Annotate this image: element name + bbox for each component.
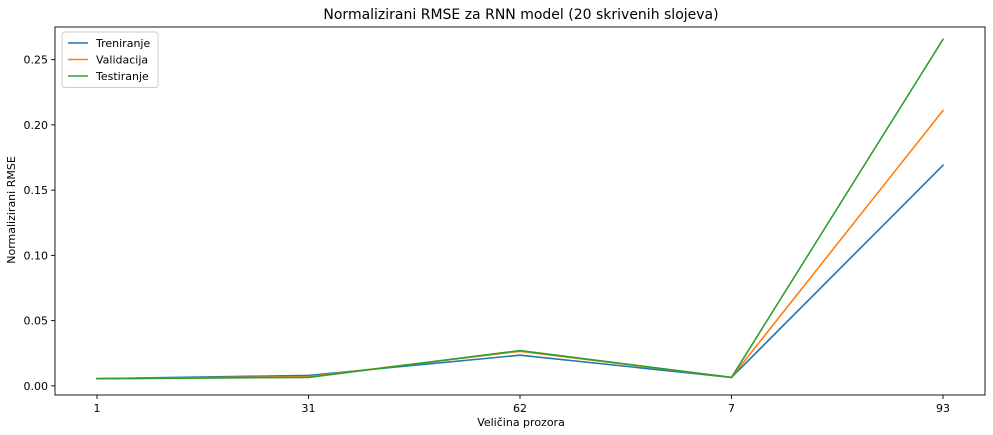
y-tick-label: 0.20 bbox=[24, 119, 49, 132]
y-tick-label: 0.05 bbox=[24, 315, 49, 328]
series-line-validacija bbox=[96, 109, 945, 380]
legend-label: Validacija bbox=[96, 54, 148, 67]
x-tick-label: 7 bbox=[728, 402, 735, 415]
plot-frame bbox=[54, 26, 986, 396]
legend-box bbox=[61, 31, 159, 88]
y-tick-label: 0.00 bbox=[24, 380, 49, 393]
y-tick-label: 0.10 bbox=[24, 249, 49, 262]
series-line-testiranje bbox=[96, 38, 945, 380]
legend-label: Treniranje bbox=[95, 37, 150, 50]
y-tick-label: 0.25 bbox=[24, 54, 49, 67]
y-tick-label: 0.15 bbox=[24, 184, 49, 197]
x-tick-label: 31 bbox=[302, 402, 316, 415]
chart-title: Normalizirani RMSE za RNN model (20 skri… bbox=[323, 7, 718, 23]
plot-area: 1 31 62 7 93 0.00 0.05 0.10 0.15 0.20 0.25 Treniran… bbox=[24, 26, 986, 415]
series-line-treniranje bbox=[96, 164, 945, 380]
y-axis-title: Normalizirani RMSE bbox=[5, 156, 18, 264]
x-axis-title: Veličina prozora bbox=[477, 416, 565, 429]
legend-label: Testiranje bbox=[95, 70, 149, 83]
x-tick-label: 93 bbox=[936, 402, 950, 415]
x-tick-label: 1 bbox=[94, 402, 101, 415]
x-tick-label: 62 bbox=[513, 402, 527, 415]
